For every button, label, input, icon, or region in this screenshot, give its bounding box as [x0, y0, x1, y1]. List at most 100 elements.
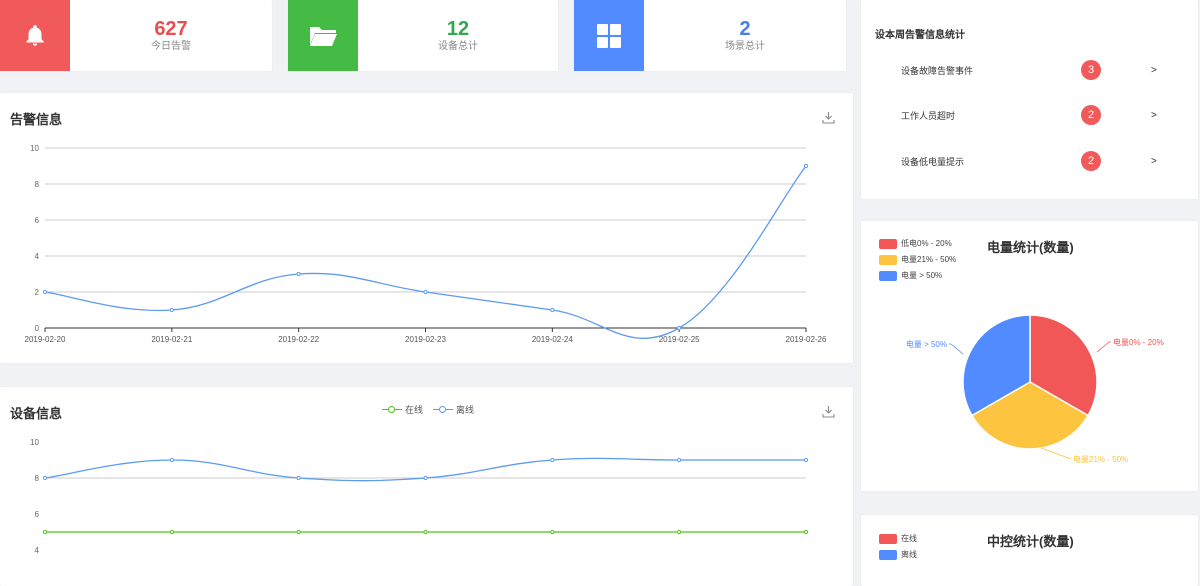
- stat-card-scenes[interactable]: 2 场景总计: [574, 0, 846, 71]
- stat-value: 12: [446, 18, 470, 40]
- y-tick-label: 10: [30, 144, 39, 153]
- count-badge: 2: [1081, 105, 1101, 125]
- legend-label: 离线: [901, 550, 917, 559]
- data-point: [296, 271, 301, 277]
- legend-offline-marker[interactable]: [433, 405, 454, 414]
- data-point: [423, 475, 428, 481]
- chart-legend: 在线 离线: [382, 403, 474, 416]
- legend-label: 在线: [901, 534, 917, 543]
- legend-label[interactable]: 离线: [456, 405, 475, 415]
- data-point: [550, 529, 555, 535]
- device-line-chart: 4 6 8 10: [30, 438, 809, 555]
- legend-swatch: [879, 238, 897, 249]
- stat-card-devices[interactable]: 12 设备总计: [288, 0, 558, 71]
- legend-online-marker[interactable]: [382, 405, 402, 414]
- chevron-right-icon[interactable]: >: [1151, 109, 1157, 121]
- data-point: [296, 529, 301, 535]
- data-point: [169, 457, 174, 463]
- download-icon[interactable]: [822, 111, 835, 127]
- x-tick-label: 2019-02-25: [659, 335, 700, 344]
- device-panel: 设备信息 在线 离线 4 6 8 10: [0, 387, 853, 586]
- count-badge: 2: [1081, 151, 1101, 171]
- chevron-right-icon[interactable]: >: [1151, 64, 1157, 76]
- panel-title: 电量统计(数量): [987, 240, 1074, 255]
- data-point: [423, 289, 428, 295]
- slice-leader-line: [949, 343, 964, 355]
- power-panel: 低电0% - 20% 电量21% - 50% 电量 > 50% 电量统计(数量)…: [861, 221, 1198, 491]
- series-line: [44, 165, 807, 339]
- stat-row[interactable]: 设备故障告警事件 3 >: [901, 60, 1198, 80]
- x-tick-label: 2019-02-23: [405, 335, 446, 344]
- legend-swatch: [879, 270, 897, 281]
- data-point: [677, 457, 682, 463]
- y-tick-label: 6: [35, 510, 40, 519]
- chevron-right-icon[interactable]: >: [1151, 155, 1157, 167]
- x-tick-label: 2019-02-26: [786, 335, 827, 344]
- y-tick-label: 10: [30, 438, 39, 447]
- stat-row-name: 设备低电量提示: [901, 156, 965, 167]
- slice-label: 电量21% - 50%: [1073, 454, 1128, 464]
- data-point: [296, 475, 301, 481]
- legend-swatch: [879, 533, 897, 544]
- stat-row[interactable]: 设备低电量提示 2 >: [901, 151, 1198, 171]
- data-point: [42, 289, 48, 295]
- stat-card-alarms[interactable]: 627 今日告警: [0, 0, 272, 71]
- data-point: [169, 529, 174, 535]
- y-tick-label: 6: [35, 216, 40, 225]
- slice-label: 电量0% - 20%: [1113, 337, 1164, 347]
- legend-swatch: [879, 254, 897, 265]
- control-panel: 在线 离线 中控统计(数量): [861, 515, 1198, 586]
- y-tick-label: 8: [35, 180, 40, 189]
- stat-row-name: 工作人员超时: [901, 110, 956, 121]
- count-badge: 3: [1081, 60, 1101, 80]
- panel-title: 中控统计(数量): [987, 534, 1074, 549]
- data-point: [42, 475, 48, 481]
- stat-row[interactable]: 工作人员超时 2 >: [901, 105, 1198, 125]
- y-tick-label: 4: [35, 252, 40, 261]
- legend-item[interactable]: 电量21% - 50%: [879, 254, 956, 265]
- stat-label: 场景总计: [725, 41, 765, 52]
- slice-leader-line: [1040, 447, 1072, 460]
- legend-label: 电量21% - 50%: [901, 255, 957, 264]
- data-point: [169, 307, 174, 313]
- data-point: [803, 163, 809, 169]
- x-tick-label: 2019-02-22: [278, 335, 319, 344]
- alarm-panel: 告警信息 0 2 4 6 8 10 2019-02-20 2019-02-21 2019-02-…: [0, 93, 853, 363]
- slice-label: 电量 > 50%: [906, 339, 947, 349]
- legend-item[interactable]: 电量 > 50%: [879, 270, 942, 281]
- panel-title: 设备信息: [10, 406, 63, 421]
- data-point: [550, 457, 555, 463]
- pie-slice: [1029, 314, 1098, 417]
- weekly-stat-panel: 设本周告警信息统计 设备故障告警事件 3 > 工作人员超时 2 > 设备低电量提…: [861, 0, 1198, 199]
- slice-leader-line: [1096, 341, 1111, 353]
- power-pie-chart: 电量0% - 20% 电量21% - 50% 电量 > 50%: [906, 314, 1164, 464]
- panel-title: 设本周告警信息统计: [875, 30, 965, 41]
- y-tick-label: 4: [35, 546, 40, 555]
- y-tick-label: 2: [35, 288, 40, 297]
- y-tick-label: 0: [35, 324, 40, 333]
- y-tick-label: 8: [35, 474, 40, 483]
- folder-icon: [288, 0, 358, 71]
- legend-swatch: [879, 549, 897, 560]
- bell-icon: [0, 0, 70, 71]
- data-point: [803, 457, 809, 463]
- grid-icon: [574, 0, 644, 71]
- data-point: [803, 529, 809, 535]
- x-tick-label: 2019-02-24: [532, 335, 573, 344]
- stat-label: 今日告警: [151, 41, 191, 52]
- data-point: [677, 325, 682, 331]
- legend-item[interactable]: 低电0% - 20%: [879, 238, 952, 249]
- legend-item[interactable]: 离线: [879, 549, 917, 560]
- legend-item[interactable]: 在线: [879, 533, 917, 544]
- x-tick-label: 2019-02-21: [151, 335, 192, 344]
- data-point: [677, 529, 682, 535]
- download-icon[interactable]: [822, 405, 835, 421]
- stat-row-name: 设备故障告警事件: [901, 65, 974, 76]
- stat-label: 设备总计: [438, 41, 478, 52]
- pie-slice: [970, 381, 1090, 450]
- alarm-line-chart: 0 2 4 6 8 10 2019-02-20 2019-02-21 2019-02-22 201…: [25, 144, 827, 344]
- stat-value: 2: [739, 18, 751, 40]
- x-tick-label: 2019-02-20: [25, 335, 66, 344]
- data-point: [423, 529, 428, 535]
- legend-label[interactable]: 在线: [405, 405, 424, 415]
